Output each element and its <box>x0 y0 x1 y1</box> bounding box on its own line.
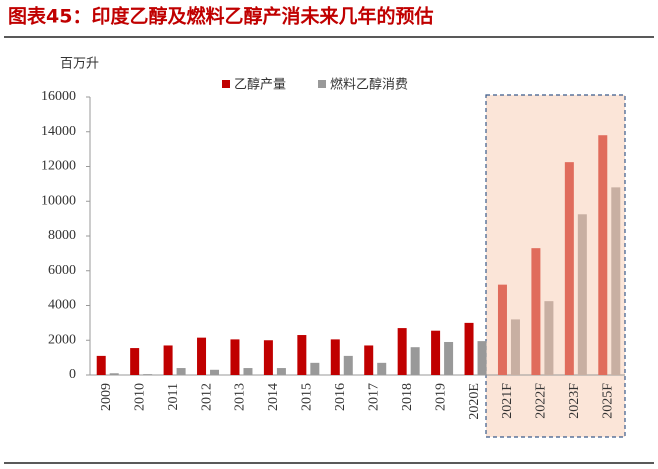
bar <box>531 248 541 375</box>
bar <box>477 341 487 375</box>
x-tick-label: 2018 <box>400 383 415 411</box>
bar <box>397 328 407 375</box>
chart-title: 图表45：印度乙醇及燃料乙醇产消未来几年的预估 <box>8 5 433 28</box>
x-tick-label: 2009 <box>99 383 114 411</box>
bar <box>364 345 374 375</box>
bar <box>143 374 153 375</box>
y-tick-label: 16000 <box>41 89 76 104</box>
x-tick-label: 2011 <box>166 383 181 410</box>
x-tick-label: 2017 <box>366 383 381 411</box>
bar <box>510 319 520 375</box>
x-tick-label: 2010 <box>132 383 147 411</box>
y-tick-label: 6000 <box>48 263 76 278</box>
y-tick-label: 14000 <box>41 124 76 139</box>
bar <box>297 335 307 375</box>
x-tick-label: 2013 <box>233 383 248 411</box>
x-tick-label: 2023F <box>567 383 582 419</box>
legend-swatch <box>222 80 230 88</box>
y-tick-label: 8000 <box>48 228 76 243</box>
y-tick-label: 4000 <box>48 298 76 313</box>
bar <box>544 301 554 375</box>
bar <box>176 368 186 375</box>
bar <box>564 162 574 375</box>
bar <box>611 187 621 375</box>
legend-label: 燃料乙醇消费 <box>330 77 408 93</box>
bar <box>230 339 240 375</box>
bar <box>343 355 353 375</box>
x-tick-label: 2025F <box>601 383 616 419</box>
bar <box>598 135 608 375</box>
bar <box>464 322 474 375</box>
bar <box>96 355 106 375</box>
bar <box>276 368 286 375</box>
legend-label: 乙醇产量 <box>234 77 286 93</box>
bar <box>330 339 340 375</box>
x-tick-label: 2021F <box>500 383 515 419</box>
y-tick-label: 12000 <box>41 159 76 174</box>
x-tick-label: 2020E <box>467 383 482 420</box>
x-tick-label: 2016 <box>333 383 348 411</box>
bar <box>377 362 387 375</box>
y-tick-label: 0 <box>69 367 76 382</box>
bar <box>310 362 320 375</box>
bar <box>210 369 220 375</box>
bar <box>109 373 119 375</box>
bar <box>497 284 507 375</box>
bar <box>263 340 273 375</box>
bar <box>163 345 173 375</box>
bar <box>197 337 207 375</box>
x-tick-label: 2022F <box>534 383 549 419</box>
bar <box>431 330 441 375</box>
y-axis-label: 百万升 <box>60 57 99 72</box>
y-tick-label: 2000 <box>48 332 76 347</box>
bar <box>577 214 587 375</box>
x-tick-label: 2015 <box>300 383 315 411</box>
x-tick-label: 2014 <box>266 383 281 411</box>
bar <box>243 368 253 375</box>
legend-swatch <box>318 80 326 88</box>
bar <box>444 341 454 375</box>
bar <box>410 347 420 375</box>
x-tick-label: 2012 <box>199 383 214 411</box>
bar <box>130 348 140 375</box>
y-tick-label: 10000 <box>41 193 76 208</box>
x-tick-label: 2019 <box>433 383 448 411</box>
